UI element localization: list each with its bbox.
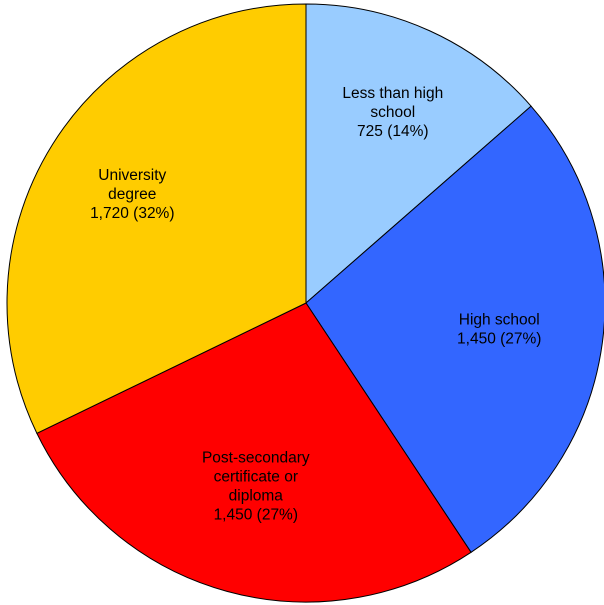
slice-value-label: 1,450 (27%) — [214, 507, 298, 524]
slice-value-label: 1,450 (27%) — [457, 330, 541, 347]
slice-category-label: certificate or — [214, 469, 298, 486]
slice-label-post-secondary-certificate-or-diploma: Post-secondary certificate or diploma 1,450… — [202, 450, 310, 524]
slice-category-label: Post-secondary — [202, 450, 310, 467]
pie-labels: Less than high school 725 (14%) High school… — [90, 85, 541, 524]
slice-category-label: High school — [459, 311, 540, 328]
slice-category-label: University — [98, 167, 166, 184]
slice-value-label: 725 (14%) — [357, 123, 429, 140]
pie-slice-university-degree — [6, 3, 307, 435]
slice-label-university-degree: University degree 1,720 (32%) — [90, 167, 174, 222]
pie-slice-high-school — [305, 105, 604, 554]
slice-category-label: degree — [108, 186, 156, 203]
pie-slice-post-secondary-certificate-or-diploma — [36, 302, 472, 603]
slice-label-less-than-high-school: Less than high school 725 (14%) — [342, 85, 443, 140]
pie-slice-less-than-high-school — [305, 3, 532, 305]
slice-category-label: diploma — [229, 488, 284, 505]
slice-value-label: 1,720 (32%) — [90, 205, 174, 222]
slice-category-label: school — [370, 104, 415, 121]
slice-label-high-school: High school 1,450 (27%) — [457, 311, 541, 347]
slice-category-label: Less than high — [342, 85, 443, 102]
pie-slices — [6, 3, 604, 603]
